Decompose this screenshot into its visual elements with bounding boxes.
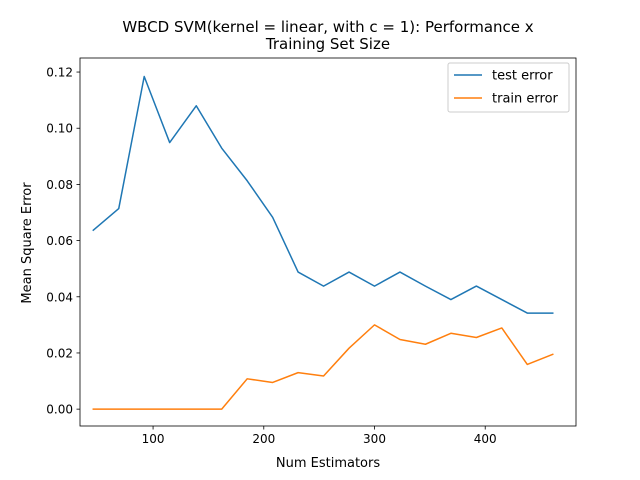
x-tick-label: 300 <box>363 432 386 446</box>
legend-label-test-error: test error <box>492 69 553 84</box>
plot-area: 100 200 300 400 0.00 0.02 0.04 0.06 0.08 0.10 0.12… <box>46 57 577 446</box>
x-tick-label: 400 <box>474 432 497 446</box>
y-tick-label: 0.08 <box>46 178 73 192</box>
y-tick-label: 0.12 <box>46 66 73 80</box>
series-line-train-error <box>92 324 554 410</box>
x-tick-label: 100 <box>142 432 165 446</box>
y-tick-label: 0.10 <box>46 122 73 136</box>
chart-title-line-2: Training Set Size <box>265 35 390 53</box>
y-tick-label: 0.04 <box>46 290 73 304</box>
y-tick-label: 0.06 <box>46 234 73 248</box>
series-line-test-error <box>92 75 554 314</box>
plot-frame <box>79 57 577 427</box>
x-tick-label: 200 <box>252 432 275 446</box>
y-tick-label: 0.02 <box>46 346 73 360</box>
chart-title: WBCD SVM(kernel = linear, with c = 1): P… <box>122 18 533 53</box>
legend-label-train-error: train error <box>492 92 559 107</box>
legend: test error train error <box>447 62 570 113</box>
y-axis-label: Mean Square Error <box>20 182 35 304</box>
plot-background <box>80 58 576 426</box>
chart-title-line-1: WBCD SVM(kernel = linear, with c = 1): P… <box>122 18 533 36</box>
x-axis-label: Num Estimators <box>276 456 380 471</box>
y-tick-label: 0.00 <box>46 403 73 417</box>
